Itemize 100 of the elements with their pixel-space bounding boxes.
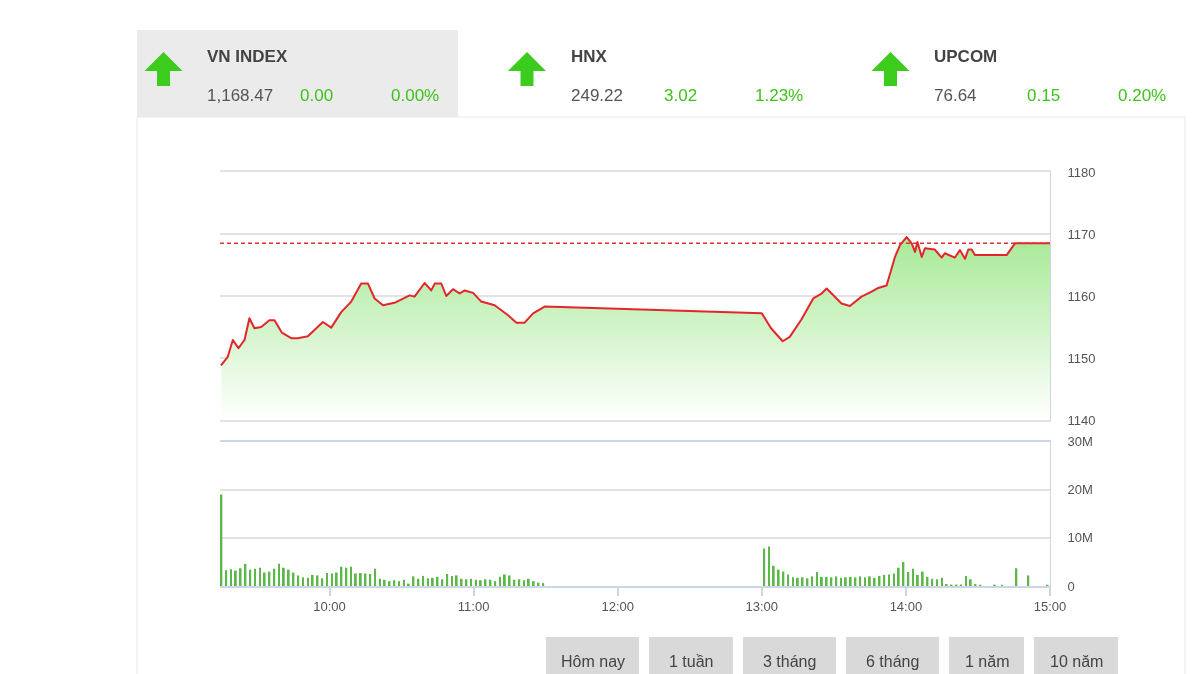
bar [542, 583, 545, 586]
text: 249.22 [571, 86, 623, 105]
bar [249, 569, 252, 586]
bar [369, 573, 372, 586]
x-tick-label: 13:00 [745, 599, 779, 615]
bar [830, 577, 833, 586]
bar [470, 578, 473, 586]
bar [912, 568, 915, 586]
bar [936, 579, 939, 586]
bar [941, 577, 943, 586]
bar [907, 572, 910, 586]
bar [518, 579, 521, 586]
category-label: 6 tháng [866, 653, 920, 670]
bar [263, 572, 266, 586]
bar [777, 569, 780, 586]
bar [864, 577, 867, 586]
bar [230, 569, 232, 586]
bar [883, 574, 886, 586]
y-tick-label: 1160 [1067, 288, 1096, 304]
x-tick-label: 15:00 [1033, 599, 1067, 615]
bar [311, 574, 314, 586]
bar [969, 579, 972, 586]
bar [503, 574, 506, 586]
bar [844, 577, 847, 586]
bar [494, 581, 497, 586]
bar [383, 579, 386, 586]
bar [768, 546, 770, 586]
bar [441, 579, 444, 586]
bar [388, 581, 391, 586]
bar [475, 579, 477, 586]
bar [811, 576, 814, 586]
bar [825, 576, 828, 586]
bar [403, 579, 405, 586]
text: 0.15 [1027, 86, 1061, 105]
bar [239, 568, 242, 586]
x-tick-label: 11:00 [457, 599, 490, 615]
text: 0.20% [1118, 86, 1167, 105]
bar [893, 573, 895, 586]
bar [321, 578, 324, 586]
bar [427, 578, 429, 586]
text: 3.02 [664, 86, 698, 105]
bar [532, 581, 535, 586]
bar [455, 575, 458, 586]
bar [326, 573, 328, 586]
bar [763, 548, 766, 586]
bar [398, 581, 401, 586]
text: 0.00% [391, 86, 440, 105]
bar [331, 573, 333, 586]
text: 1.23% [755, 86, 804, 105]
bar [359, 573, 362, 586]
bar [1027, 575, 1030, 586]
y-tick-label: 0 [1067, 578, 1075, 594]
bar [787, 574, 790, 586]
bar [431, 577, 434, 586]
text: 1,168.47 [207, 86, 274, 105]
bar [508, 575, 511, 586]
bar [422, 575, 425, 586]
bar [792, 577, 794, 586]
bar [282, 567, 285, 586]
y-tick-label: 1150 [1067, 350, 1096, 366]
bar [407, 583, 410, 586]
bar [527, 578, 530, 586]
bar [859, 576, 862, 586]
bar [350, 566, 353, 586]
category-label: HNX [571, 47, 608, 66]
category-label: 10 năm [1050, 653, 1104, 670]
bar [868, 576, 871, 586]
category-label: 1 năm [965, 653, 1010, 670]
text: 0.00 [300, 86, 334, 105]
y-tick-label: 1140 [1067, 412, 1096, 428]
category-label: 1 tuần [669, 653, 714, 670]
bar [816, 572, 818, 586]
x-tick-label: 10:00 [313, 599, 346, 615]
bar [446, 573, 449, 586]
bar [307, 577, 309, 586]
bar [460, 578, 463, 586]
bar [254, 568, 256, 586]
bar [840, 577, 842, 586]
category-label: UPCOM [934, 47, 998, 66]
bar [451, 575, 453, 586]
bar [523, 580, 525, 586]
bar [921, 571, 924, 586]
bar [796, 577, 799, 586]
x-tick-label: 12:00 [601, 599, 634, 615]
bar [965, 575, 967, 586]
bar [379, 578, 381, 586]
bar [393, 580, 396, 586]
bar [297, 575, 300, 586]
bar [772, 565, 775, 586]
y-tick-label: 10M [1067, 530, 1093, 546]
bar [888, 574, 890, 586]
bar [499, 576, 501, 586]
category-label: 3 tháng [763, 653, 817, 670]
bar [916, 574, 919, 586]
y-tick-label: 30M [1067, 434, 1093, 450]
bar [897, 567, 900, 586]
bar [820, 576, 823, 586]
bar [278, 563, 280, 586]
category-label: VN INDEX [207, 47, 288, 66]
bar [849, 576, 852, 586]
